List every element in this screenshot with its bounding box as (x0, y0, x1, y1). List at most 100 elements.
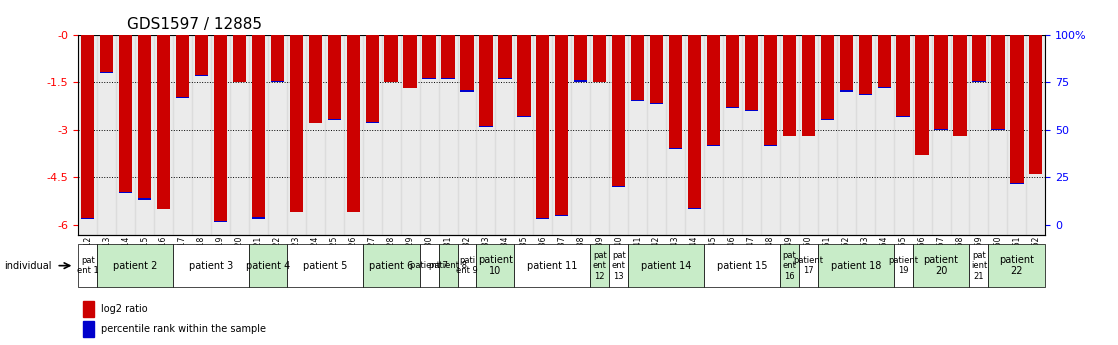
Bar (176, 97, 189, 98)
Bar (916, 34, 929, 155)
Bar (802, 34, 815, 136)
Bar (631, 34, 644, 101)
FancyBboxPatch shape (457, 244, 476, 287)
Text: percentile rank within the sample: percentile rank within the sample (101, 324, 266, 334)
Bar (173, 34, 192, 235)
Text: patient 18: patient 18 (831, 261, 881, 270)
Text: pat
ent
12: pat ent 12 (593, 251, 607, 280)
Bar (157, 34, 170, 209)
FancyBboxPatch shape (799, 244, 817, 287)
Bar (1026, 34, 1045, 235)
Bar (1030, 34, 1042, 174)
Bar (878, 87, 891, 89)
Bar (745, 34, 758, 111)
Bar (973, 81, 986, 82)
Bar (252, 34, 265, 219)
FancyBboxPatch shape (287, 244, 362, 287)
Bar (138, 34, 151, 200)
Text: pat
ent 1: pat ent 1 (77, 256, 98, 275)
Bar (631, 100, 644, 101)
Bar (859, 34, 872, 95)
Bar (878, 34, 891, 89)
FancyBboxPatch shape (609, 244, 628, 287)
Bar (214, 34, 227, 222)
Bar (400, 34, 419, 235)
Bar (480, 126, 493, 127)
Bar (457, 34, 476, 235)
Text: individual: individual (4, 261, 51, 270)
FancyBboxPatch shape (419, 244, 438, 287)
Bar (83, 322, 94, 337)
Bar (840, 90, 853, 92)
FancyBboxPatch shape (893, 244, 912, 287)
Bar (176, 34, 189, 98)
Bar (992, 34, 1005, 130)
Bar (423, 78, 436, 79)
Bar (249, 34, 268, 235)
Bar (669, 34, 682, 149)
Bar (214, 221, 227, 222)
Bar (101, 34, 113, 72)
Bar (647, 34, 666, 235)
Bar (499, 34, 512, 79)
Bar (135, 34, 154, 235)
Text: patient
10: patient 10 (477, 255, 513, 276)
Bar (514, 34, 533, 235)
Bar (385, 81, 398, 82)
Bar (954, 34, 967, 136)
Bar (192, 34, 211, 235)
Bar (461, 90, 474, 92)
FancyBboxPatch shape (590, 244, 609, 287)
Text: patient
22: patient 22 (999, 255, 1034, 276)
Text: GDS1597 / 12885: GDS1597 / 12885 (126, 17, 262, 32)
Bar (290, 212, 303, 213)
Bar (840, 34, 853, 92)
Bar (836, 34, 855, 235)
Bar (233, 34, 246, 82)
FancyBboxPatch shape (173, 244, 249, 287)
Text: patient 14: patient 14 (641, 261, 691, 270)
Text: patient 11: patient 11 (527, 261, 578, 270)
Bar (347, 212, 360, 213)
Text: patient 5: patient 5 (303, 261, 347, 270)
Text: pat
ent
13: pat ent 13 (612, 251, 626, 280)
Bar (704, 34, 723, 235)
Bar (230, 34, 249, 235)
Bar (628, 34, 647, 235)
Bar (707, 145, 720, 146)
Text: patient 7: patient 7 (410, 261, 448, 270)
Bar (82, 218, 94, 219)
FancyBboxPatch shape (438, 244, 457, 287)
Bar (271, 34, 284, 82)
Bar (650, 103, 663, 105)
Bar (874, 34, 893, 235)
Bar (287, 34, 306, 235)
Bar (612, 186, 625, 187)
Bar (154, 34, 173, 235)
Bar (650, 34, 663, 105)
Bar (537, 34, 549, 219)
Bar (609, 34, 628, 235)
Bar (783, 34, 796, 136)
Bar (992, 129, 1005, 130)
Bar (324, 34, 343, 235)
Bar (764, 145, 777, 146)
Bar (893, 34, 912, 235)
Bar (556, 215, 568, 216)
Text: patient 3: patient 3 (189, 261, 234, 270)
Bar (476, 34, 495, 235)
Bar (799, 34, 817, 235)
Bar (537, 218, 549, 219)
Bar (817, 34, 836, 235)
Bar (268, 34, 287, 235)
Bar (404, 34, 417, 89)
FancyBboxPatch shape (514, 244, 590, 287)
Bar (442, 34, 455, 79)
FancyBboxPatch shape (912, 244, 969, 287)
Bar (761, 34, 780, 235)
Bar (533, 34, 552, 235)
Bar (935, 129, 948, 130)
Bar (666, 34, 685, 235)
Bar (855, 34, 874, 235)
Bar (119, 34, 132, 193)
